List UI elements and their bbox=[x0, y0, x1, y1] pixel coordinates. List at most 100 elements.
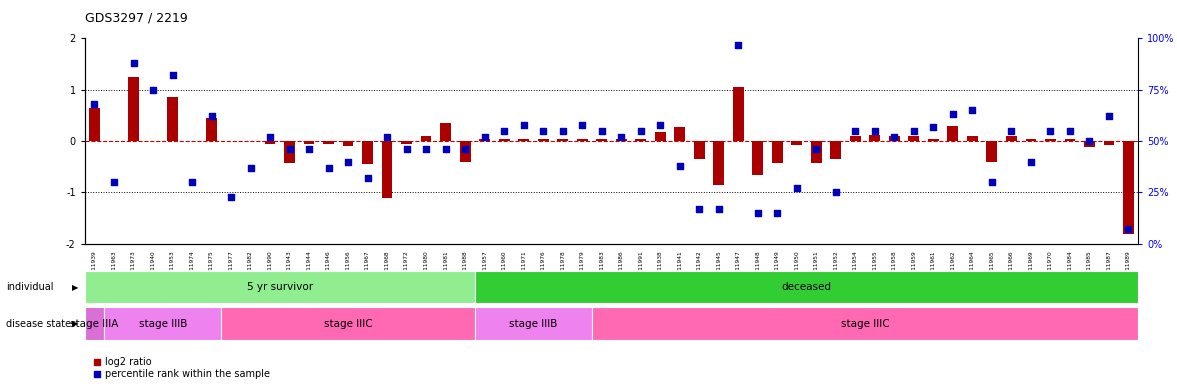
Point bbox=[767, 210, 786, 216]
Bar bbox=[284, 141, 295, 163]
Point bbox=[983, 179, 1002, 185]
Text: ▶: ▶ bbox=[72, 319, 79, 328]
Bar bbox=[1064, 139, 1076, 141]
Point bbox=[924, 124, 943, 130]
Bar bbox=[85, 307, 105, 340]
Point bbox=[963, 107, 982, 113]
Bar bbox=[1006, 136, 1017, 141]
Point bbox=[319, 165, 338, 171]
Bar bbox=[791, 141, 803, 145]
Bar bbox=[265, 141, 275, 144]
Point bbox=[1099, 113, 1118, 119]
Bar bbox=[592, 307, 1138, 340]
Bar bbox=[381, 141, 392, 198]
Point bbox=[944, 111, 963, 118]
Point bbox=[280, 146, 299, 152]
Bar bbox=[1084, 141, 1095, 147]
Bar bbox=[654, 132, 665, 141]
Bar bbox=[616, 139, 626, 141]
Point bbox=[1080, 138, 1099, 144]
Point bbox=[1002, 128, 1020, 134]
Text: ▶: ▶ bbox=[72, 283, 79, 291]
Text: stage IIIB: stage IIIB bbox=[139, 318, 187, 329]
Bar bbox=[499, 139, 510, 141]
Bar bbox=[474, 307, 592, 340]
Point bbox=[339, 159, 358, 165]
Point bbox=[476, 134, 494, 140]
Point bbox=[241, 165, 260, 171]
Point bbox=[85, 101, 104, 107]
Text: GDS3297 / 2219: GDS3297 / 2219 bbox=[85, 12, 187, 25]
Bar bbox=[1025, 139, 1036, 141]
Point bbox=[417, 146, 435, 152]
Point bbox=[182, 179, 201, 185]
Bar bbox=[401, 141, 412, 144]
Text: disease state: disease state bbox=[6, 318, 71, 329]
Bar bbox=[343, 141, 353, 146]
Text: deceased: deceased bbox=[782, 282, 831, 292]
Point bbox=[1119, 227, 1138, 233]
Bar bbox=[1104, 141, 1115, 145]
Point bbox=[105, 179, 124, 185]
Bar bbox=[947, 126, 958, 141]
Point bbox=[358, 175, 377, 181]
Bar bbox=[636, 139, 646, 141]
Point bbox=[651, 122, 670, 128]
Point bbox=[124, 60, 142, 66]
Bar bbox=[850, 136, 860, 141]
Bar bbox=[85, 271, 474, 303]
Bar bbox=[1045, 139, 1056, 141]
Bar bbox=[167, 98, 178, 141]
Bar bbox=[674, 127, 685, 141]
Bar bbox=[597, 139, 607, 141]
Point bbox=[260, 134, 279, 140]
Bar bbox=[986, 141, 997, 162]
Point bbox=[865, 128, 884, 134]
Bar bbox=[870, 135, 880, 141]
Text: 5 yr survivor: 5 yr survivor bbox=[247, 282, 313, 292]
Bar bbox=[460, 141, 471, 162]
Point bbox=[202, 113, 221, 119]
Point bbox=[904, 128, 923, 134]
Point bbox=[514, 122, 533, 128]
Point bbox=[553, 128, 572, 134]
Bar bbox=[889, 136, 899, 141]
Point bbox=[710, 206, 729, 212]
Point bbox=[826, 189, 845, 195]
Bar bbox=[927, 139, 939, 141]
Text: individual: individual bbox=[6, 282, 53, 292]
Bar bbox=[420, 136, 432, 141]
Point bbox=[846, 128, 865, 134]
Point bbox=[494, 128, 513, 134]
Bar bbox=[324, 141, 334, 144]
Text: stage IIIB: stage IIIB bbox=[510, 318, 558, 329]
Point bbox=[690, 206, 709, 212]
Point bbox=[1040, 128, 1059, 134]
Bar bbox=[733, 87, 744, 141]
Bar bbox=[518, 139, 528, 141]
Point bbox=[729, 41, 747, 48]
Point bbox=[164, 72, 182, 78]
Point bbox=[1022, 159, 1040, 165]
Bar bbox=[206, 118, 217, 141]
Bar bbox=[713, 141, 724, 185]
Bar bbox=[128, 77, 139, 141]
Bar bbox=[909, 136, 919, 141]
Point bbox=[573, 122, 592, 128]
Point bbox=[671, 163, 690, 169]
Bar bbox=[105, 307, 221, 340]
Bar bbox=[577, 139, 587, 141]
Bar bbox=[967, 136, 978, 141]
Text: stage IIIC: stage IIIC bbox=[840, 318, 890, 329]
Bar bbox=[558, 139, 568, 141]
Point bbox=[378, 134, 397, 140]
Point bbox=[592, 128, 611, 134]
Bar bbox=[89, 108, 100, 141]
Point bbox=[1060, 128, 1079, 134]
Bar bbox=[440, 123, 451, 141]
Bar bbox=[474, 271, 1138, 303]
Point bbox=[397, 146, 415, 152]
Point bbox=[144, 87, 162, 93]
Point bbox=[221, 194, 240, 200]
Point bbox=[885, 134, 904, 140]
